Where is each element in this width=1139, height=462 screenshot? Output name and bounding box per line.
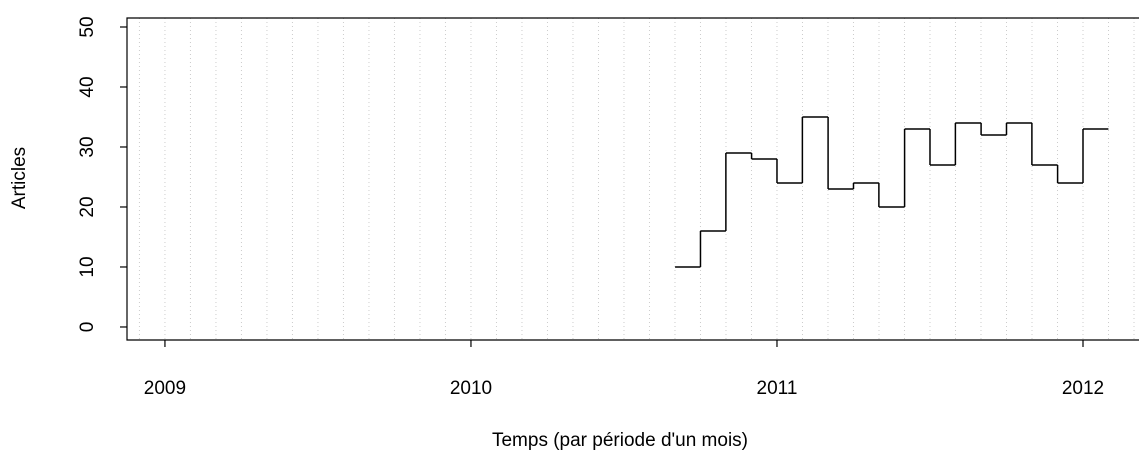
y-tick-label: 40	[77, 76, 98, 97]
x-axis-label: Temps (par période d'un mois)	[492, 430, 748, 451]
plot-box	[126, 17, 1139, 341]
y-tick-label: 10	[77, 256, 98, 277]
y-tick-label: 30	[77, 136, 98, 157]
x-tick-label: 2009	[144, 378, 186, 399]
y-tick-label: 50	[77, 16, 98, 37]
x-tick-label: 2011	[757, 378, 798, 399]
y-axis-label: Articles	[9, 147, 30, 209]
y-tick-label: 20	[77, 196, 98, 217]
y-tick-label: 0	[77, 322, 98, 333]
x-tick-label: 2012	[1062, 378, 1104, 399]
x-tick-label: 2010	[450, 378, 492, 399]
